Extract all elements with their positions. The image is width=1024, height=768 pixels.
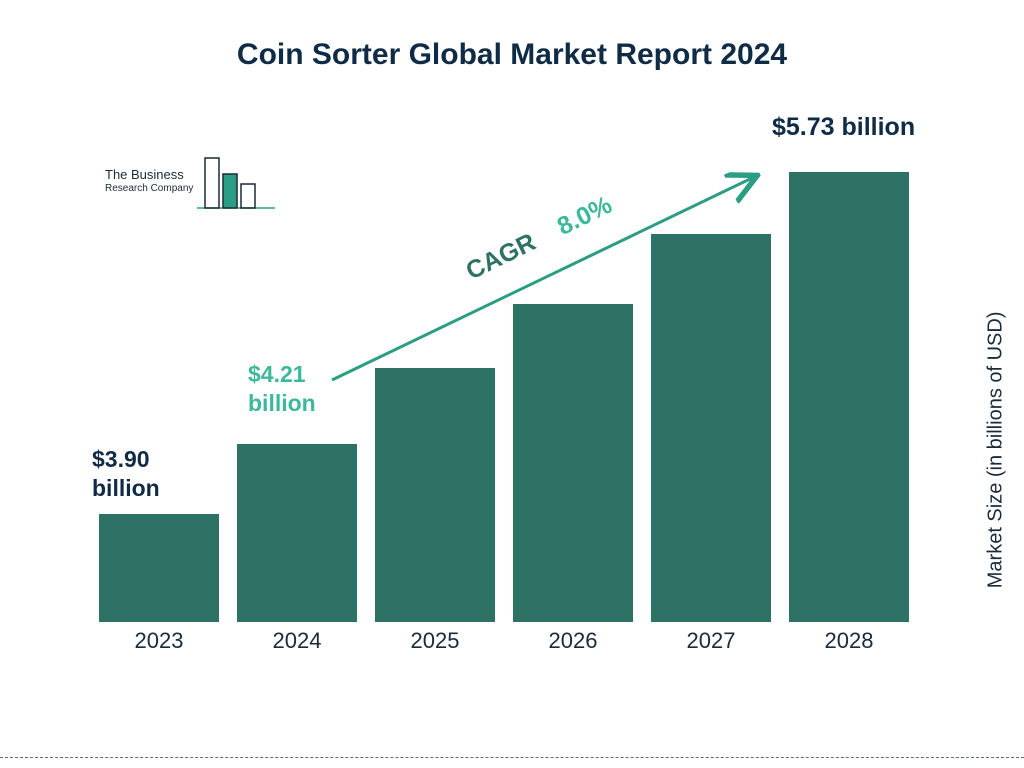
xaxis-tick-label: 2025 (366, 628, 504, 654)
footer-divider (0, 757, 1024, 758)
value-label: $5.73 billion (772, 112, 915, 143)
y-axis-label: Market Size (in billions of USD) (985, 312, 1008, 589)
bar (237, 444, 357, 622)
xaxis-tick-label: 2026 (504, 628, 642, 654)
xaxis-tick-label: 2028 (780, 628, 918, 654)
bar (651, 234, 771, 622)
bar (99, 514, 219, 622)
bars-container: 202320242025202620272028 (90, 130, 920, 622)
bar-chart: 202320242025202620272028 (90, 130, 920, 660)
bar (789, 172, 909, 622)
chart-title: Coin Sorter Global Market Report 2024 (0, 38, 1024, 72)
value-label: $3.90billion (92, 445, 160, 503)
bar (375, 368, 495, 622)
xaxis-tick-label: 2023 (90, 628, 228, 654)
xaxis-tick-label: 2024 (228, 628, 366, 654)
bar (513, 304, 633, 622)
value-label: $4.21billion (248, 360, 316, 418)
xaxis-tick-label: 2027 (642, 628, 780, 654)
